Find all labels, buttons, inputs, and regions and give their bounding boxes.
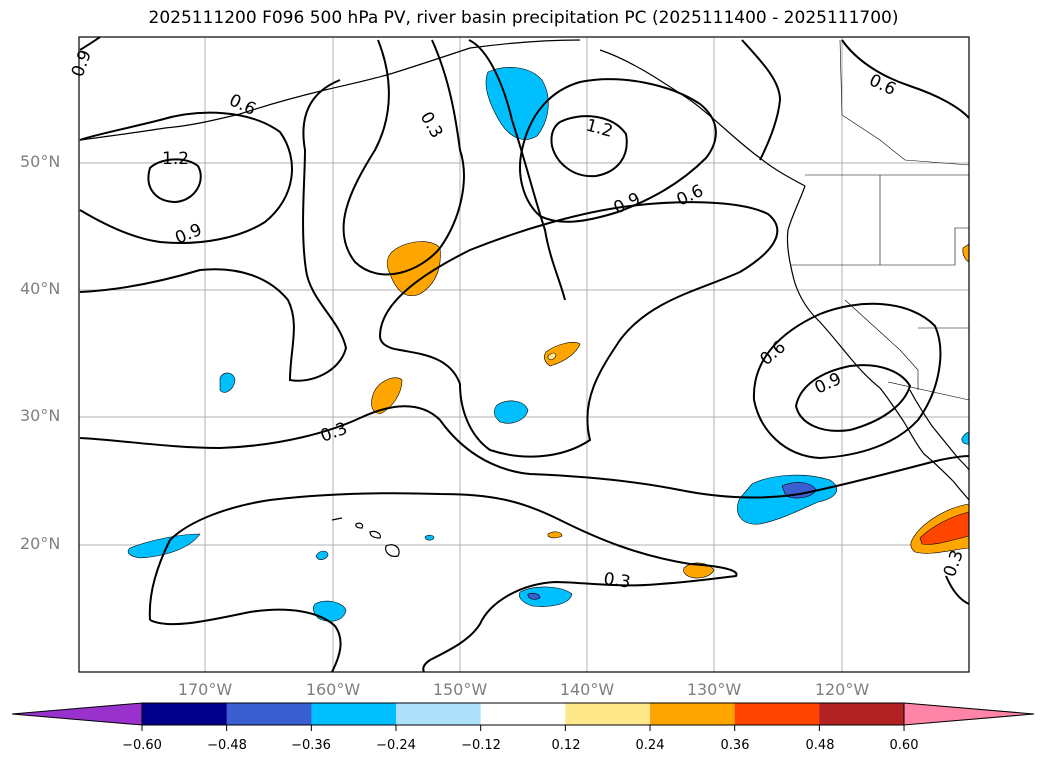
contour-label: 0.3 xyxy=(602,569,632,593)
lon-label-140w: 140°W xyxy=(559,680,615,699)
contour-1p2-east xyxy=(550,115,628,178)
pos-blob-small-1 xyxy=(547,531,563,539)
colorbar-segment xyxy=(226,703,312,725)
colorbar-segment xyxy=(480,703,566,725)
colorbar-tick-label: 0.36 xyxy=(720,738,750,753)
contour-0p9-west xyxy=(79,111,293,245)
border-5 xyxy=(887,381,970,401)
colorbar-tick-label: −0.48 xyxy=(207,738,247,753)
contour-label: 1.2 xyxy=(162,149,189,169)
pos-blob-35n xyxy=(544,342,581,367)
contour-0p3-south xyxy=(148,492,738,673)
pos-blob-32n xyxy=(371,377,403,415)
lat-label-40n: 40°N xyxy=(20,279,61,298)
pos-blob-south-1 xyxy=(683,562,715,579)
contour-0p6-east xyxy=(379,201,779,458)
lon-label-150w: 150°W xyxy=(432,680,488,699)
colorbar-tick-label: 0.12 xyxy=(551,738,581,753)
contour-1p2-west xyxy=(147,158,202,204)
coast-baja xyxy=(879,387,970,501)
colorbar-tick-label: 0.60 xyxy=(889,738,919,753)
map-border xyxy=(78,36,970,673)
colorbar-segment xyxy=(142,703,228,725)
pos-blob-35n-light xyxy=(547,352,557,361)
coast-alaska-peninsula xyxy=(79,73,391,141)
contour-0p3-ne xyxy=(468,39,566,301)
border-3 xyxy=(844,299,919,390)
contour-0p3-south-inner xyxy=(149,608,342,673)
lat-label-20n: 20°N xyxy=(20,534,61,553)
colorbar-arrow-right xyxy=(903,702,1035,726)
contour-0p6-california xyxy=(752,302,942,460)
colorbar-tick-label: −0.24 xyxy=(376,738,416,753)
neg-blob-30n xyxy=(494,400,529,424)
neg-blob-south xyxy=(519,586,573,607)
contour-0p9-ne xyxy=(741,39,782,161)
contour-0p9-california xyxy=(794,364,912,432)
contour-0p6-ne xyxy=(841,39,970,119)
colorbar-segment xyxy=(311,703,397,725)
coast-west-us xyxy=(786,185,881,389)
colorbar-tick-label: 0.48 xyxy=(805,738,835,753)
neg-blob-32n-west xyxy=(219,372,236,393)
contour-0p3-a xyxy=(342,39,465,276)
pv-contours xyxy=(79,36,970,673)
neg-blob-south-core xyxy=(527,592,541,600)
colorbar-segment xyxy=(650,703,736,725)
lon-label-170w: 170°W xyxy=(177,680,233,699)
lon-label-130w: 130°W xyxy=(686,680,742,699)
contour-0p9-topleft xyxy=(79,36,101,51)
colorbar-arrow-left xyxy=(11,702,143,726)
coast-bc xyxy=(599,49,806,187)
colorbar-segment xyxy=(734,703,820,725)
lat-label-50n: 50°N xyxy=(20,152,61,171)
colorbar-border xyxy=(141,702,905,726)
colorbar-segment xyxy=(565,703,651,725)
lon-label-160w: 160°W xyxy=(305,680,361,699)
border-1 xyxy=(790,227,969,266)
colorbar-tick-label: −0.36 xyxy=(291,738,331,753)
contour-0p3-main xyxy=(79,405,970,499)
coastlines xyxy=(79,39,970,501)
neg-blob-small-2 xyxy=(424,534,435,541)
neg-blob-hawaii-west xyxy=(127,533,201,559)
lat-label-30n: 30°N xyxy=(20,406,61,425)
colorbar xyxy=(11,702,1035,731)
state-borders xyxy=(790,39,970,401)
colorbar-tick-label: −0.12 xyxy=(461,738,501,753)
coast-gulf-california xyxy=(909,389,970,471)
map-title: 2025111200 F096 500 hPa PV, river basin … xyxy=(148,8,899,28)
contour-0p6-west xyxy=(79,79,348,382)
colorbar-tick-label: 0.24 xyxy=(635,738,665,753)
colorbar-tick-label: −0.60 xyxy=(122,738,162,753)
contour-0p3-se xyxy=(945,575,970,605)
lon-label-120w: 120°W xyxy=(814,680,870,699)
neg-blob-small-1 xyxy=(315,550,329,560)
colorbar-segment xyxy=(819,703,905,725)
colorbar-segment xyxy=(396,703,482,725)
hawaii-islands xyxy=(331,517,400,557)
border-6 xyxy=(839,39,970,166)
coast-alaska-south xyxy=(389,39,581,75)
